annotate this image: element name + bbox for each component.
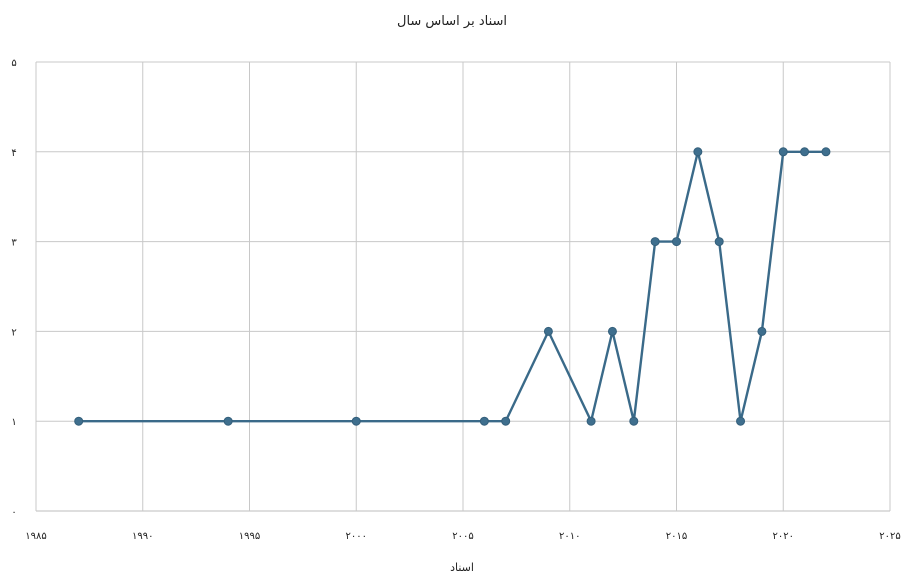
- series-group: [74, 147, 831, 426]
- x-tick-label: ۲۰۰۵: [452, 531, 473, 542]
- grid: [35, 61, 891, 512]
- x-tick-label: ۲۰۱۵: [666, 531, 687, 542]
- x-tick-label: ۲۰۲۰: [773, 531, 794, 542]
- chart-title: اسناد بر اساس سال: [397, 14, 507, 29]
- x-tick-label: ۲۰۲۵: [879, 531, 900, 542]
- series-line: [78, 150, 826, 425]
- data-point: [74, 416, 84, 426]
- data-point: [757, 326, 767, 336]
- y-tick-label: ۳: [11, 238, 17, 249]
- data-point: [650, 237, 660, 247]
- data-point: [800, 147, 810, 157]
- data-point: [501, 416, 511, 426]
- data-point: [586, 416, 596, 426]
- y-tick-label: ۵: [11, 58, 16, 69]
- data-point: [778, 147, 788, 157]
- x-tick-label: ۲۰۱۰: [559, 531, 580, 542]
- data-point: [629, 416, 639, 426]
- data-point: [821, 147, 831, 157]
- data-point: [543, 326, 553, 336]
- x-tick-label: ۱۹۹۵: [239, 531, 260, 542]
- y-tick-label: ۴: [11, 148, 16, 159]
- x-tick-label: ۱۹۸۵: [25, 531, 46, 542]
- data-point: [714, 237, 724, 247]
- x-axis-label: اسناد: [450, 561, 474, 574]
- data-point: [607, 326, 617, 336]
- x-tick-labels: ۱۹۸۵ ۱۹۹۰ ۱۹۹۵ ۲۰۰۰ ۲۰۰۵ ۲۰۱۰ ۲۰۱۵ ۲۰۲۰ ۲۰۲۵: [25, 531, 900, 542]
- x-tick-label: ۲۰۰۰: [346, 531, 367, 542]
- data-point: [672, 237, 681, 247]
- data-point: [736, 416, 746, 426]
- x-tick-label: ۱۹۹۰: [132, 531, 153, 542]
- data-point: [693, 147, 703, 157]
- y-tick-label: ۱: [11, 417, 16, 428]
- y-tick-labels: ۰ ۱ ۲ ۳ ۴ ۵: [11, 58, 17, 518]
- data-point: [351, 416, 361, 426]
- data-point: [223, 416, 233, 426]
- y-tick-label: ۲: [11, 327, 16, 338]
- data-point: [479, 416, 489, 426]
- y-tick-label: ۰: [11, 507, 16, 518]
